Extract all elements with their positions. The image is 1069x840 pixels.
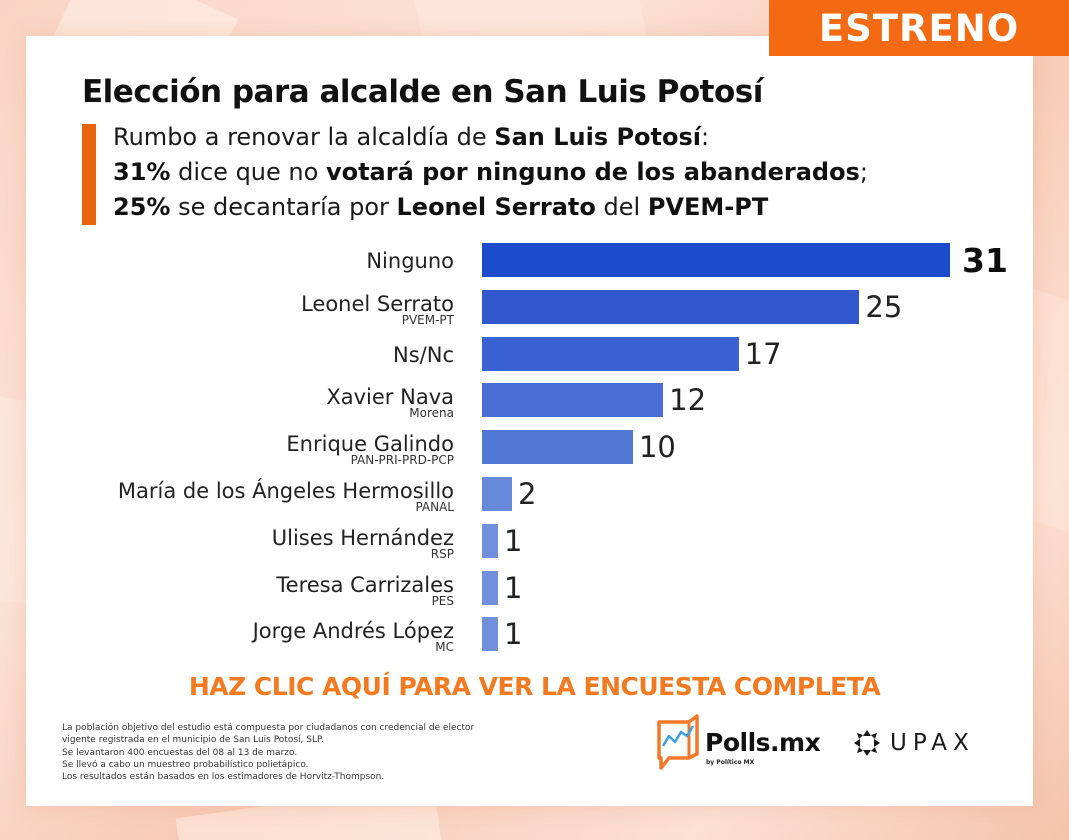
value-label: 1 — [504, 570, 523, 605]
category-label: Jorge Andrés López — [252, 619, 454, 644]
subtitle-run: del — [595, 193, 648, 221]
methodology-notes: La población objetivo del estudio está c… — [62, 722, 474, 783]
estreno-badge: ESTRENO — [769, 0, 1069, 56]
party-label: PES — [431, 593, 454, 608]
category-label: Xavier Nava — [326, 385, 454, 410]
subtitle-line-2: 31% dice que no votará por ninguno de lo… — [113, 155, 868, 190]
value-label: 31 — [962, 240, 1008, 280]
chart-row: Teresa Carrizales PES 1 — [0, 570, 1069, 608]
category-label: María de los Ángeles Hermosillo — [117, 479, 454, 503]
view-full-survey-link[interactable]: HAZ CLIC AQUÍ PARA VER LA ENCUESTA COMPL… — [188, 672, 881, 701]
upax-name: UPAX — [890, 730, 975, 756]
party-label: PAN-PRI-PRD-PCP — [350, 453, 454, 468]
chart-row: Xavier Nava Morena 12 — [0, 383, 1069, 419]
polls-byline: by Político MX — [706, 759, 755, 766]
accent-bar — [82, 124, 96, 225]
poll-card — [26, 36, 1033, 806]
bar — [482, 570, 498, 605]
polls-name: Polls.mx — [705, 728, 821, 757]
chart-row: Enrique Galindo PAN-PRI-PRD-PCP 10 — [0, 430, 1069, 466]
methodology-line: vigente registrada en el municipio de Sa… — [62, 735, 324, 746]
party-label: MC — [435, 640, 454, 655]
subtitle-run: se decantaría por — [170, 193, 397, 221]
party-label: RSP — [430, 546, 454, 561]
chart-row: María de los Ángeles Hermosillo PANAL 2 — [0, 477, 1069, 513]
polls-chart-icon — [657, 714, 699, 770]
bar — [482, 336, 739, 371]
subtitle-run: dice que no — [170, 158, 326, 186]
party-label: PVEM-PT — [401, 312, 454, 327]
value-label: 10 — [638, 430, 676, 465]
bar — [482, 477, 512, 511]
category-label: Enrique Galindo — [286, 432, 454, 457]
value-label: 17 — [744, 336, 782, 371]
methodology-line: Los resultados están basados en los esti… — [62, 772, 385, 783]
subtitle-run: : — [701, 123, 710, 151]
category-label: Ulises Hernández — [271, 525, 454, 550]
methodology-line: La población objetivo del estudio está c… — [62, 723, 475, 733]
subtitle-run: PVEM-PT — [647, 193, 769, 221]
upax-emblem-icon — [854, 730, 880, 756]
methodology-line: Se levantaron 400 encuestas del 08 al 13… — [62, 747, 298, 758]
chart-row: Ninguno 31 — [0, 240, 1069, 280]
subtitle-run: 25% — [113, 193, 171, 221]
value-label: 12 — [669, 383, 707, 418]
polls-mx-logo: Polls.mx by Político MX — [655, 714, 835, 774]
bar — [482, 523, 498, 558]
subtitle: Rumbo a renovar la alcaldía de San Luis … — [113, 120, 868, 225]
chart-row: Jorge Andrés López MC 1 — [0, 617, 1069, 653]
bar — [482, 617, 498, 652]
subtitle-run: San Luis Potosí — [494, 123, 702, 151]
category-label: Ns/Nc — [393, 342, 454, 367]
category-label: Teresa Carrizales — [276, 572, 454, 597]
value-label: 2 — [518, 477, 537, 511]
subtitle-run: 31% — [113, 158, 171, 186]
bar — [482, 289, 860, 324]
subtitle-line-3: 25% se decantaría por Leonel Serrato del… — [113, 190, 868, 225]
methodology-line: Se llevó a cabo un muestreo probabilísti… — [62, 759, 309, 770]
category-label: Leonel Serrato — [301, 291, 454, 316]
subtitle-run: Rumbo a renovar la alcaldía de — [113, 123, 495, 151]
subtitle-run: votará por ninguno de los abanderados — [325, 158, 860, 186]
chart-row: Ulises Hernández RSP 1 — [0, 523, 1069, 561]
subtitle-run: ; — [859, 158, 868, 186]
subtitle-run: Leonel Serrato — [396, 193, 596, 221]
chart-row: Leonel Serrato PVEM-PT 25 — [0, 289, 1069, 327]
party-label: Morena — [409, 406, 454, 421]
page-title: Elección para alcalde en San Luis Potosí — [82, 74, 763, 110]
subtitle-line-1: Rumbo a renovar la alcaldía de San Luis … — [113, 120, 868, 155]
bar — [482, 243, 950, 277]
bar — [482, 383, 664, 418]
upax-logo: UPAX — [852, 728, 1002, 758]
chart-row: Ns/Nc 17 — [0, 336, 1069, 373]
bar — [482, 430, 633, 465]
value-label: 25 — [865, 289, 903, 324]
category-label: Ninguno — [366, 249, 454, 273]
party-label: PANAL — [415, 500, 454, 514]
value-label: 1 — [504, 617, 523, 652]
value-label: 1 — [504, 523, 523, 558]
